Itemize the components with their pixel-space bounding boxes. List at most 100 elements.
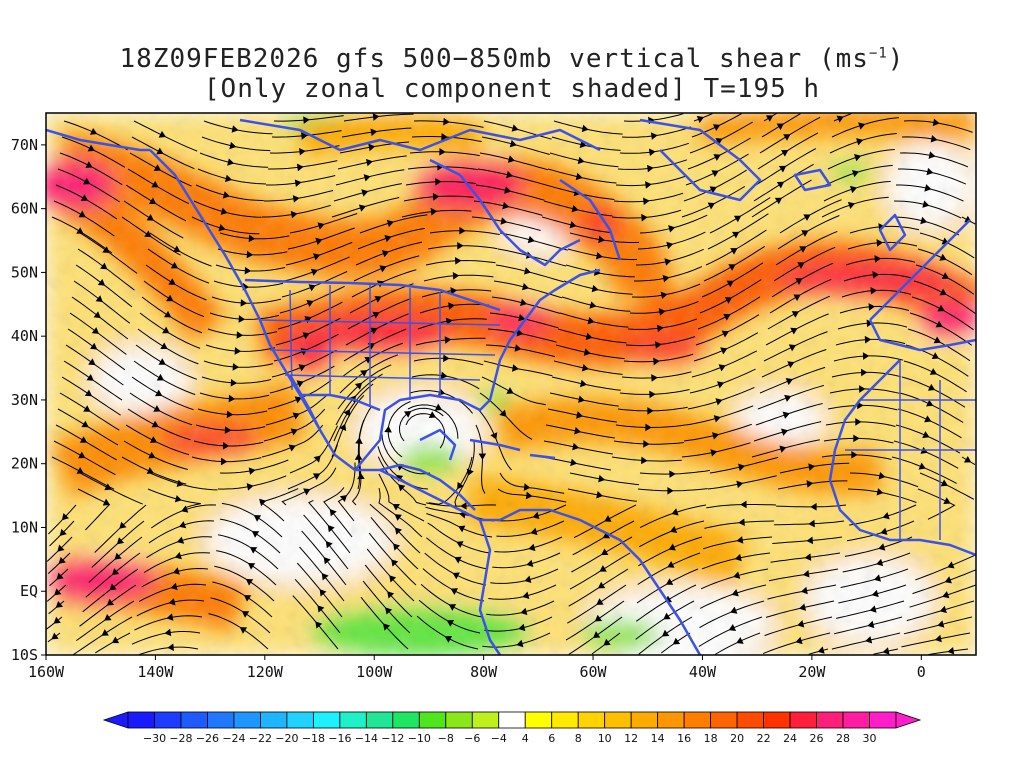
streamline-arrowhead bbox=[339, 423, 347, 432]
lon-tick-label: 100W bbox=[356, 663, 393, 681]
streamline-arrowhead bbox=[394, 527, 402, 535]
streamline-arrowhead bbox=[524, 575, 532, 583]
streamline-arrowhead bbox=[292, 412, 300, 420]
streamline-arrowhead bbox=[176, 536, 185, 544]
streamline-arrowhead bbox=[164, 628, 172, 637]
streamline-arrowhead bbox=[806, 536, 814, 545]
streamline-arrowhead bbox=[602, 531, 610, 539]
streamline-arrowhead bbox=[89, 127, 98, 135]
streamline-arrowhead bbox=[939, 288, 947, 296]
streamline-arrowhead bbox=[443, 117, 450, 126]
streamline-arrowhead bbox=[448, 302, 455, 310]
streamline-arrowhead bbox=[312, 473, 321, 481]
streamline-arrowhead bbox=[174, 495, 182, 503]
streamline-arrowhead bbox=[655, 341, 662, 349]
streamline-arrowhead bbox=[726, 280, 734, 288]
streamline-arrowhead bbox=[853, 434, 860, 443]
streamline-arrowhead bbox=[236, 331, 244, 339]
streamline-arrowhead bbox=[245, 578, 254, 586]
streamline-arrowhead bbox=[146, 213, 154, 221]
streamline-arrowhead bbox=[738, 463, 746, 472]
streamlines bbox=[46, 113, 976, 655]
streamline-arrowhead bbox=[174, 552, 182, 560]
colorbar-swatch bbox=[180, 711, 208, 729]
streamline-arrowhead bbox=[231, 125, 239, 133]
streamline-arrowhead bbox=[384, 425, 392, 433]
streamline-arrowhead bbox=[790, 327, 798, 335]
streamline-arrowhead bbox=[647, 164, 654, 173]
streamline-arrowhead bbox=[736, 536, 744, 544]
streamline-arrowhead bbox=[603, 638, 611, 646]
lat-tick-label: 10N bbox=[11, 518, 38, 536]
streamline-arrowhead bbox=[292, 195, 300, 203]
streamline-arrowhead bbox=[382, 623, 391, 631]
streamline-arrowhead bbox=[302, 332, 310, 340]
streamline-arrowhead bbox=[444, 336, 452, 344]
colorbar-swatch bbox=[869, 711, 897, 729]
streamline-arrowhead bbox=[398, 484, 406, 492]
streamline-arrowhead bbox=[799, 246, 807, 253]
colorbar-label: 22 bbox=[757, 732, 771, 745]
colorbar-high-arrow bbox=[895, 711, 922, 729]
lon-tick-label: 0 bbox=[917, 663, 926, 681]
streamline-arrowhead bbox=[927, 383, 936, 391]
streamline-arrowhead bbox=[867, 620, 875, 629]
streamline-arrowhead bbox=[166, 613, 174, 621]
coast-labrador bbox=[559, 178, 622, 261]
streamline-arrowhead bbox=[668, 225, 676, 233]
streamline-arrowhead bbox=[715, 398, 723, 406]
streamline-arrowhead bbox=[456, 541, 464, 548]
streamline-arrowhead bbox=[310, 268, 319, 276]
colorbar-swatch bbox=[339, 711, 367, 729]
streamline-arrowhead bbox=[924, 184, 932, 192]
streamline-arrowhead bbox=[709, 186, 717, 194]
streamline-arrowhead bbox=[91, 327, 100, 334]
streamline-arrowhead bbox=[354, 382, 363, 390]
streamline-arrowhead bbox=[370, 128, 378, 137]
streamline-arrowhead bbox=[384, 234, 392, 243]
streamline-arrowhead bbox=[528, 543, 536, 552]
lat-tick-label: 70N bbox=[11, 136, 38, 154]
streamline-arrowhead bbox=[604, 515, 612, 522]
streamline-arrowhead bbox=[947, 561, 955, 569]
map-plot-area bbox=[46, 113, 976, 655]
streamline-arrowhead bbox=[880, 527, 888, 535]
coast-cuba bbox=[469, 438, 521, 452]
streamline-arrowhead bbox=[446, 619, 455, 627]
colorbar-swatch bbox=[604, 711, 632, 729]
streamline-arrowhead bbox=[876, 488, 884, 496]
streamline-arrowhead bbox=[153, 405, 161, 412]
streamline-arrowhead bbox=[168, 278, 176, 285]
lat-tick-label: 50N bbox=[11, 263, 38, 281]
streamline-arrowhead bbox=[669, 526, 678, 534]
streamline-arrowhead bbox=[713, 154, 721, 161]
streamline-arrowhead bbox=[527, 235, 535, 244]
streamline-arrowhead bbox=[713, 415, 721, 423]
streamline-arrowhead bbox=[784, 394, 792, 402]
streamline-arrowhead bbox=[583, 348, 591, 356]
colorbar-label: 20 bbox=[730, 732, 744, 745]
streamline-arrowhead bbox=[239, 627, 248, 634]
coast-sa-north bbox=[480, 508, 702, 655]
streamline-arrowhead bbox=[733, 215, 742, 223]
streamline-arrowhead bbox=[83, 177, 91, 185]
streamline-arrowhead bbox=[315, 621, 323, 629]
streamline-arrowhead bbox=[851, 450, 858, 459]
coast-hispaniola bbox=[529, 453, 556, 460]
lon-tick-label: 80W bbox=[470, 663, 498, 681]
streamline-arrowhead bbox=[799, 603, 807, 611]
streamline-arrowhead bbox=[162, 326, 170, 334]
streamline-arrowhead bbox=[648, 148, 656, 157]
streamline-arrowhead bbox=[156, 147, 164, 155]
colorbar-label: 4 bbox=[522, 732, 529, 745]
streamline-arrowhead bbox=[58, 556, 66, 564]
streamline-arrowhead bbox=[500, 217, 508, 225]
streamline-arrowhead bbox=[736, 480, 744, 489]
streamline-arrowhead bbox=[363, 174, 371, 182]
streamline-arrowhead bbox=[788, 344, 797, 352]
streamline-arrowhead bbox=[313, 455, 321, 463]
streamline-arrowhead bbox=[572, 442, 580, 451]
streamline-arrowhead bbox=[153, 164, 162, 171]
streamline-arrowhead bbox=[782, 411, 790, 419]
coast-hudson bbox=[429, 158, 581, 267]
